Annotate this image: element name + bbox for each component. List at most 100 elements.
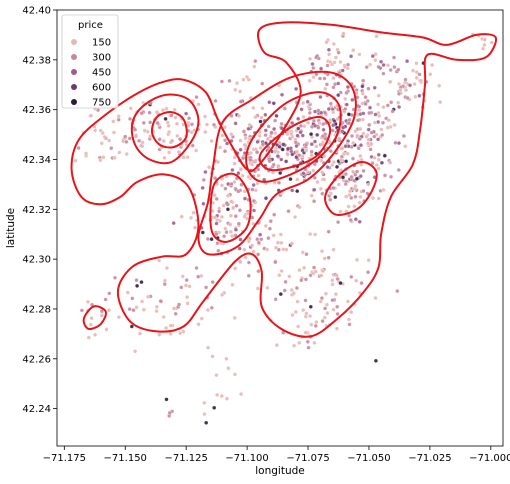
data-point — [177, 302, 182, 307]
data-point — [227, 78, 232, 83]
data-point — [332, 119, 337, 124]
data-point — [313, 232, 318, 237]
data-point — [325, 311, 330, 316]
data-point — [191, 210, 196, 215]
data-point — [385, 63, 390, 68]
data-point — [222, 125, 227, 130]
data-point — [392, 122, 397, 128]
data-point — [366, 270, 371, 275]
data-point — [322, 177, 327, 182]
data-point — [357, 108, 362, 113]
data-point — [104, 327, 109, 332]
data-point — [158, 299, 163, 304]
data-point — [248, 150, 253, 156]
data-point — [339, 157, 344, 162]
data-point — [388, 67, 393, 73]
data-point — [351, 169, 356, 174]
data-point — [312, 139, 318, 144]
data-point — [373, 58, 378, 63]
data-point — [190, 143, 195, 148]
data-point — [185, 155, 190, 160]
data-point — [236, 113, 242, 119]
data-point — [250, 243, 255, 248]
data-point — [251, 249, 256, 254]
data-point — [228, 222, 233, 227]
data-point — [309, 142, 314, 147]
data-point — [139, 280, 144, 285]
data-point — [333, 292, 338, 297]
data-point — [169, 113, 174, 118]
data-point — [99, 313, 104, 318]
data-point — [317, 121, 322, 126]
data-point — [258, 145, 263, 150]
data-point — [202, 412, 207, 417]
data-point — [309, 322, 314, 327]
data-point — [275, 154, 280, 159]
data-point — [278, 232, 283, 237]
data-point — [219, 214, 224, 219]
y-tick-label: 42.30 — [22, 255, 51, 266]
data-point — [107, 138, 112, 143]
data-point — [251, 198, 256, 203]
data-point — [405, 59, 410, 64]
data-point — [212, 405, 217, 410]
contour-west-inner — [150, 111, 188, 149]
data-point — [303, 277, 308, 282]
data-point — [273, 297, 278, 302]
data-point — [324, 40, 329, 45]
data-point — [331, 185, 336, 191]
data-point — [340, 68, 345, 73]
data-point — [263, 112, 268, 117]
data-point — [396, 167, 401, 173]
data-point — [133, 349, 138, 354]
data-point — [295, 189, 300, 194]
data-point — [111, 130, 117, 135]
data-point — [89, 316, 94, 321]
data-point — [334, 326, 339, 331]
data-point — [166, 123, 171, 128]
data-point — [168, 323, 173, 328]
data-point — [220, 133, 225, 138]
data-point — [338, 59, 343, 65]
data-point — [303, 298, 308, 303]
data-point — [353, 129, 358, 134]
data-point — [299, 107, 304, 112]
legend-entries: 150 300 450 600 750 — [71, 38, 111, 109]
data-point — [335, 276, 340, 282]
data-point — [164, 397, 169, 402]
density-contours — [70, 21, 497, 338]
data-point — [163, 116, 168, 121]
data-point — [134, 305, 139, 310]
data-point — [112, 275, 118, 280]
legend-label: 300 — [92, 53, 111, 64]
data-point — [410, 68, 416, 73]
data-point — [380, 120, 386, 125]
data-point — [266, 236, 271, 241]
data-point — [300, 133, 305, 138]
data-point — [276, 180, 282, 185]
data-point — [329, 62, 335, 67]
data-point — [188, 215, 194, 220]
data-point — [323, 110, 328, 116]
data-point — [388, 79, 393, 84]
data-point — [326, 255, 331, 260]
data-point — [226, 366, 231, 371]
data-point — [328, 197, 333, 202]
data-point — [135, 283, 140, 288]
legend-swatch — [71, 84, 77, 90]
data-point — [297, 268, 302, 273]
data-point — [354, 176, 359, 181]
data-point — [167, 129, 172, 135]
data-point — [370, 196, 376, 201]
data-point — [357, 200, 362, 205]
data-point — [301, 308, 306, 313]
contour-east — [324, 160, 378, 216]
data-point — [216, 248, 221, 253]
data-point — [312, 199, 317, 204]
data-point — [326, 106, 331, 112]
data-point — [366, 141, 371, 146]
data-point — [255, 237, 260, 242]
data-point — [376, 64, 381, 69]
data-point — [355, 118, 361, 123]
data-point — [313, 123, 318, 128]
